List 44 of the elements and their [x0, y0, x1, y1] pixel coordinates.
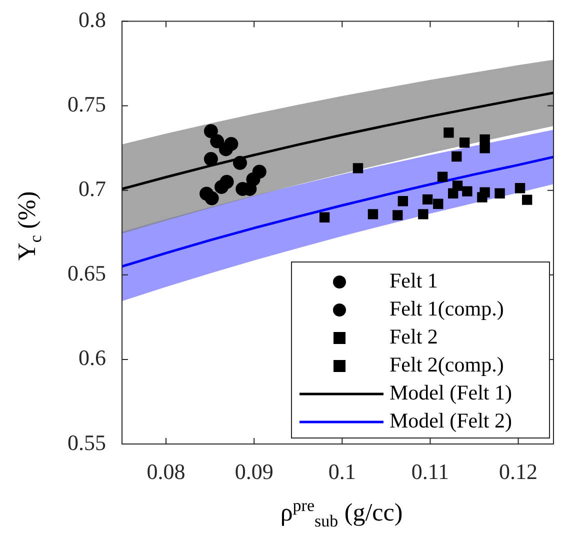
- legend-label: Felt 1(comp.): [390, 296, 504, 321]
- point: [204, 124, 218, 138]
- x-axis-title: ρ$^{pre}$$_{sub}$ (g/cc): [279, 496, 404, 532]
- point: [494, 188, 505, 198]
- point: [452, 151, 462, 162]
- point: [480, 187, 490, 198]
- point: [437, 172, 448, 182]
- point: [392, 210, 403, 220]
- point: [444, 128, 454, 138]
- point: [398, 196, 408, 206]
- point: [352, 163, 364, 174]
- point: [319, 212, 330, 222]
- y-tick-label: 0.75: [68, 92, 106, 117]
- point: [204, 152, 218, 166]
- y-tick-label: 0.8: [78, 6, 106, 32]
- x-tick-label: 0.1: [328, 458, 356, 484]
- point: [422, 194, 433, 205]
- legend-label: Felt 1: [390, 268, 438, 293]
- x-tick-label: 0.09: [234, 458, 274, 484]
- point: [210, 134, 224, 148]
- point: [462, 186, 472, 196]
- y-tick-label: 0.7: [78, 176, 106, 202]
- y-tick-label: 0.55: [68, 430, 106, 455]
- x-tick-label: 0.08: [146, 458, 186, 484]
- legend-label: Felt 2: [390, 324, 438, 349]
- point: [433, 198, 444, 209]
- x-tick-label: 0.11: [411, 458, 450, 484]
- legend-label: Model (Felt 2): [390, 408, 512, 433]
- y-tick-label: 0.65: [68, 260, 106, 286]
- point: [452, 180, 463, 191]
- point: [522, 194, 532, 205]
- point: [368, 209, 378, 220]
- point: [233, 156, 247, 170]
- point: [220, 174, 234, 189]
- legend-label: Felt 2(comp.): [390, 352, 504, 377]
- point: [514, 183, 526, 194]
- x-tick-label: 0.12: [499, 458, 538, 484]
- point: [418, 209, 428, 220]
- point: [480, 143, 490, 154]
- legend-label: Model (Felt 1): [390, 380, 512, 405]
- point: [218, 142, 233, 156]
- y-tick-label: 0.6: [78, 345, 106, 370]
- point: [459, 138, 470, 148]
- point: [204, 191, 219, 206]
